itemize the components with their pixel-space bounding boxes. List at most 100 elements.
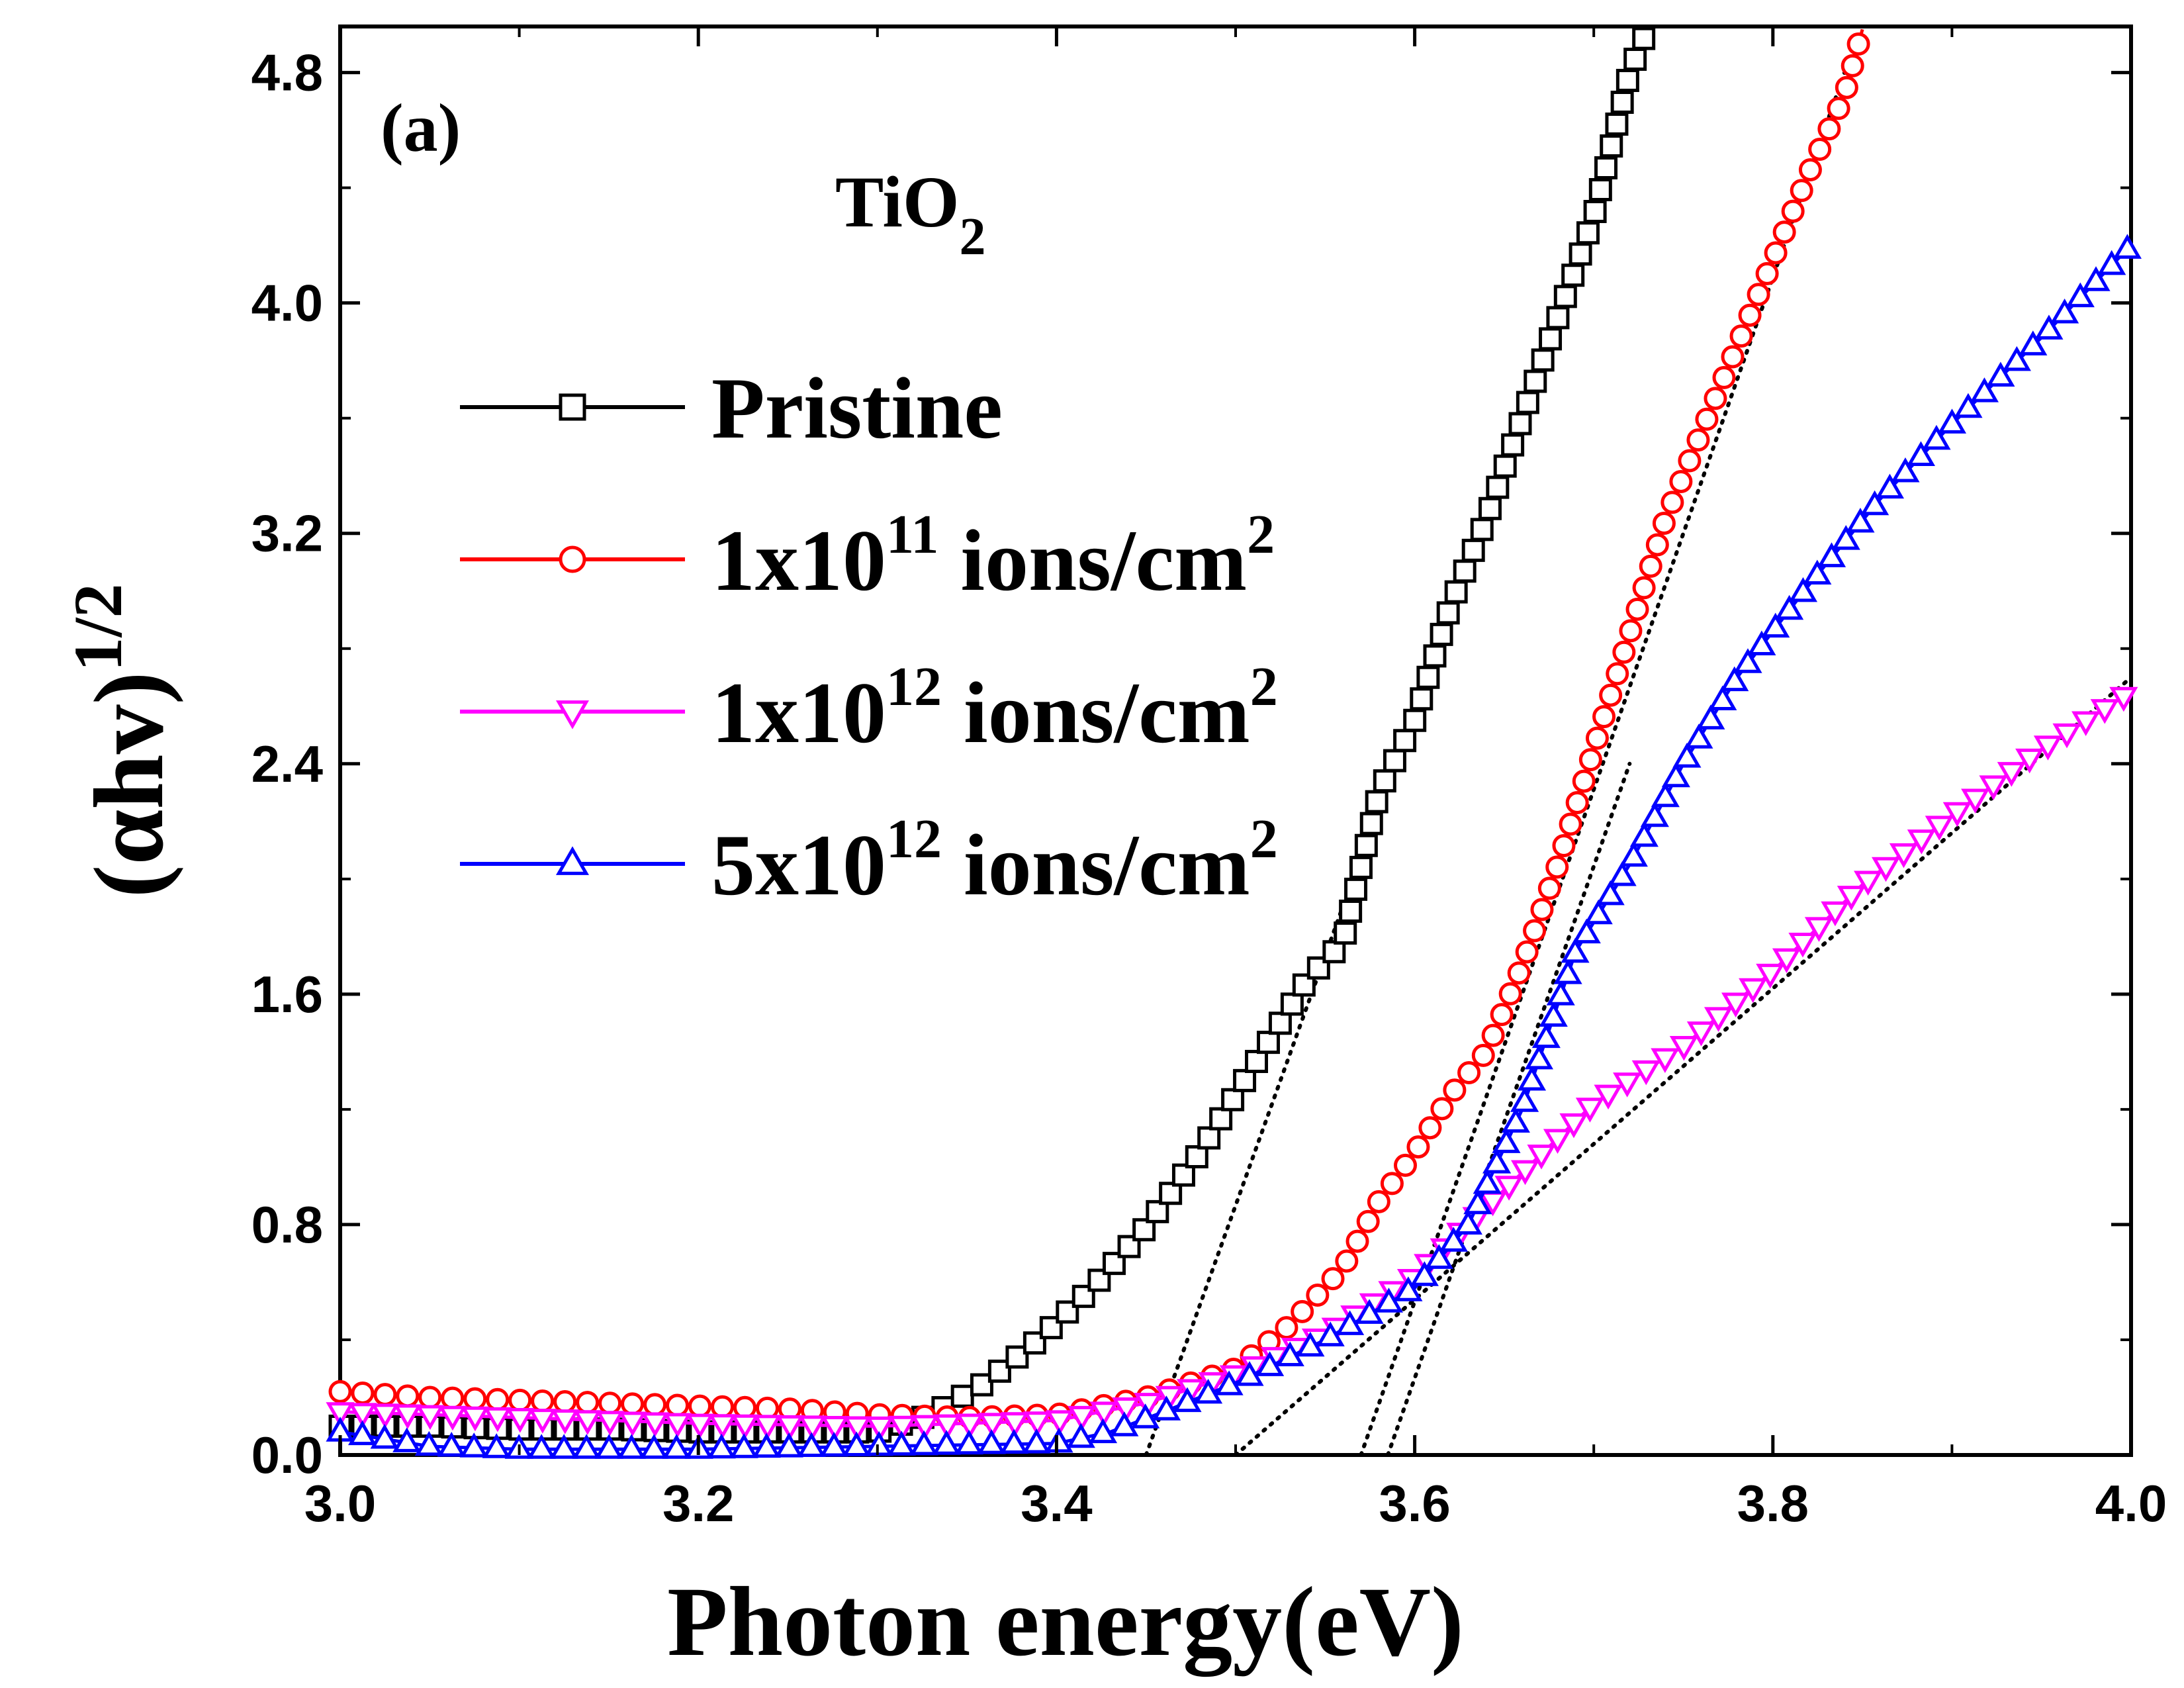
data-point: [1383, 749, 1406, 773]
data-point: [531, 1389, 555, 1413]
y-tick-label: 1.6: [251, 965, 323, 1023]
data-point: [1066, 1423, 1095, 1448]
data-point: [1233, 1068, 1257, 1092]
data-point: [1854, 870, 1883, 896]
data-point: [2113, 234, 2142, 259]
legend-label: Pristine: [711, 359, 1003, 457]
data-point: [1632, 576, 1656, 600]
data-point: [686, 1413, 715, 1439]
data-point: [1173, 1387, 1202, 1413]
x-tick-label: 3.4: [1021, 1474, 1092, 1532]
data-point: [1937, 408, 1967, 434]
data-point: [1747, 630, 1776, 655]
legend-label-main: Pristine: [711, 359, 1003, 457]
data-point: [1619, 841, 1648, 867]
data-point: [1788, 932, 1817, 958]
data-point: [617, 1434, 646, 1459]
data-point: [1615, 68, 1639, 92]
data-point: [797, 1432, 826, 1458]
data-point: [1349, 855, 1373, 879]
data-point: [1444, 580, 1468, 604]
legend-marker: [555, 846, 590, 875]
data-point: [1443, 1078, 1467, 1102]
data-point: [1907, 829, 1936, 855]
data-point: [1756, 963, 1785, 989]
data-point: [1461, 538, 1485, 562]
ticks-layer: 3.0 3.2 3.4 3.6 3.8 4.0 0.0 0.8 1.6 2.4 3.2 4.0 4.8: [251, 26, 2167, 1532]
data-point: [1539, 1002, 1568, 1027]
data-point: [1678, 449, 1702, 473]
data-point: [1524, 1044, 1553, 1070]
data-point: [1155, 1385, 1184, 1411]
legend-label-main: 1x10: [711, 512, 886, 609]
data-point: [1817, 117, 1841, 141]
data-point: [1516, 391, 1539, 414]
material-label: TiO2: [835, 162, 986, 266]
data-point: [1515, 940, 1539, 964]
data-point: [326, 1402, 355, 1427]
data-point: [1835, 75, 1858, 99]
data-point: [1569, 242, 1592, 266]
data-point: [1922, 424, 1951, 450]
y-tick-label: 0.8: [251, 1196, 323, 1254]
data-point: [708, 1414, 737, 1439]
data-point: [1696, 704, 1725, 729]
data-point: [1639, 554, 1662, 578]
data-point: [978, 1413, 1007, 1438]
data-point: [731, 1414, 760, 1440]
data-point: [549, 1434, 578, 1459]
data-point: [1629, 821, 1659, 847]
series-2: [328, 28, 1870, 1429]
data-point: [1498, 982, 1522, 1006]
data-point: [459, 1432, 488, 1458]
data-point: [1423, 644, 1447, 668]
data-point: [1997, 762, 2026, 787]
data-point: [843, 1416, 872, 1442]
data-point: [551, 1409, 580, 1434]
legend-label-unit-exponent: 2: [1250, 808, 1278, 870]
data-point: [1394, 1276, 1423, 1301]
data-point: [594, 1434, 623, 1459]
data-point: [1625, 597, 1649, 621]
data-point: [414, 1430, 443, 1456]
legend-label-unit: ions/cm: [942, 664, 1250, 761]
data-point: [1359, 812, 1383, 835]
data-point: [1365, 790, 1388, 814]
data-point: [909, 1430, 938, 1456]
data-point: [1245, 1049, 1269, 1073]
data-point: [618, 1411, 647, 1436]
data-point: [1619, 619, 1643, 643]
data-point: [1979, 775, 2008, 800]
data-point: [1416, 665, 1440, 689]
data-point: [1152, 1395, 1181, 1421]
data-point: [1494, 1176, 1524, 1201]
data-point: [662, 1434, 691, 1459]
data-point: [2033, 735, 2063, 761]
data-point: [1608, 861, 1637, 886]
data-point: [1255, 1351, 1285, 1376]
data-point: [2066, 282, 2095, 308]
data-point: [393, 1404, 422, 1430]
data-point: [1510, 1087, 1539, 1112]
data-point: [933, 1414, 962, 1440]
data-point: [1022, 1429, 1051, 1454]
data-point: [1661, 491, 1684, 514]
svg-text:(αhv)1/2: (αhv)1/2: [60, 584, 184, 898]
data-point: [1954, 393, 1983, 418]
data-point: [1394, 1153, 1418, 1177]
data-point: [688, 1394, 712, 1418]
data-point: [441, 1386, 465, 1410]
data-point: [1721, 345, 1745, 369]
legend-label: 1x1011 ions/cm2: [711, 504, 1275, 609]
material-base: TiO: [835, 162, 960, 242]
data-point: [1418, 1116, 1442, 1140]
x-axis-title: Photon energy(eV): [667, 1567, 1464, 1677]
data-point: [576, 1391, 600, 1415]
data-point: [1572, 769, 1596, 793]
data-point: [1831, 525, 1860, 550]
data-point: [950, 1384, 974, 1408]
data-point: [1594, 1084, 1623, 1110]
data-point: [1781, 199, 1805, 223]
data-point: [2090, 699, 2119, 724]
data-point: [1970, 377, 1999, 402]
